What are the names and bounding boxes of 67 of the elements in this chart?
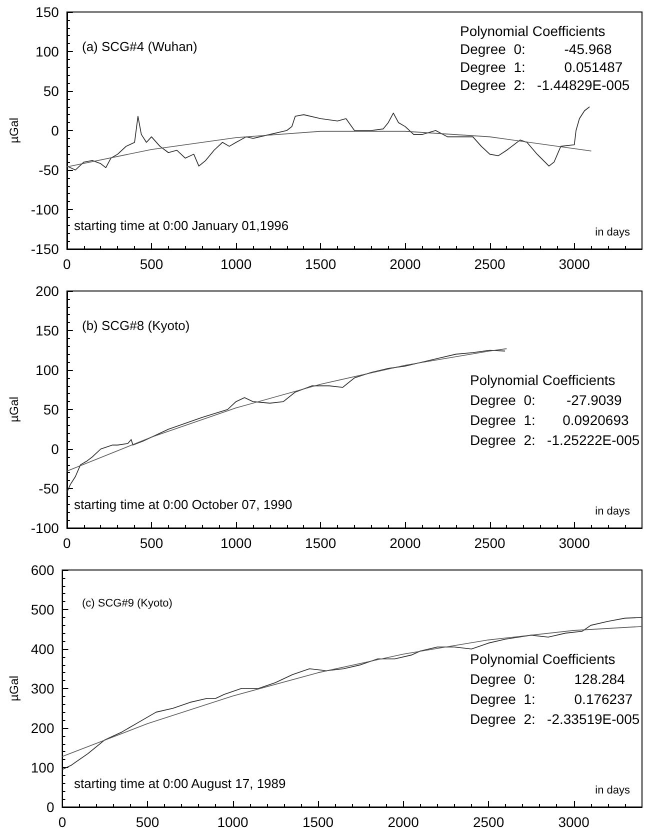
x-tick-label: 500: [140, 256, 164, 272]
annotation: Polynomial Coefficients: [460, 23, 606, 39]
y-tick-label: -150: [30, 241, 60, 257]
y-tick-label: 150: [36, 322, 60, 338]
annotation: (c) SCG#9 (Kyoto): [82, 598, 172, 610]
x-tick-label: 1500: [302, 814, 334, 830]
y-tick-label: 200: [30, 720, 54, 736]
annotation: Degree 2: -1.25222E-005: [470, 432, 640, 448]
y-tick-label: 200: [36, 283, 60, 299]
x-tick-label: 3000: [558, 256, 590, 272]
y-tick-label: 600: [30, 562, 54, 578]
x-tick-label: 0: [63, 256, 72, 272]
x-tick-label: 1000: [217, 814, 249, 830]
y-tick-label: 0: [51, 122, 60, 138]
line-series: [66, 106, 590, 170]
x-tick-label: 3000: [558, 814, 590, 830]
annotation: Degree 0: -45.968: [460, 41, 612, 57]
annotation: starting time at 0:00 January 01,1996: [74, 218, 289, 233]
y-tick-label: -50: [38, 162, 60, 178]
y-tick-label: -100: [30, 202, 60, 218]
y-tick-label: 50: [43, 83, 60, 99]
annotation: (b) SCG#8 (Kyoto): [82, 318, 190, 333]
x-tick-label: 1500: [305, 256, 336, 272]
y-tick-label: -100: [30, 520, 60, 536]
y-tick-label: 400: [30, 641, 54, 657]
x-tick-label: 1500: [305, 535, 336, 551]
annotation: in days: [595, 506, 630, 518]
x-tick-label: 0: [63, 535, 72, 551]
y-tick-label: 50: [43, 402, 60, 418]
y-tick-label: 500: [30, 602, 54, 618]
x-tick-label: 2000: [390, 256, 421, 272]
y-axis-title: µGal: [7, 396, 21, 422]
annotation: Degree 1: 0.0920693: [470, 412, 629, 428]
annotation: (a) SCG#4 (Wuhan): [82, 39, 198, 54]
y-axis-title: µGal: [7, 676, 21, 702]
x-tick-label: 500: [140, 535, 164, 551]
y-tick-label: -50: [38, 480, 60, 496]
annotation: Polynomial Coefficients: [470, 651, 616, 667]
y-axis-title: µGal: [7, 118, 21, 144]
y-tick-label: 300: [30, 680, 54, 696]
line-series: [66, 130, 592, 168]
annotation: Degree 1: 0.176237: [470, 691, 633, 707]
y-tick-label: 0: [46, 799, 54, 815]
y-tick-label: 100: [36, 362, 60, 378]
annotation: Polynomial Coefficients: [470, 372, 616, 388]
annotation: Degree 0: 128.284: [470, 671, 626, 687]
annotation: Degree 2: -1.44829E-005: [460, 77, 630, 93]
y-tick-label: 100: [30, 760, 54, 776]
x-tick-label: 2500: [472, 814, 504, 830]
y-tick-label: 0: [51, 441, 60, 457]
annotation: starting time at 0:00 August 17, 1989: [74, 776, 286, 791]
x-tick-label: 2000: [390, 535, 421, 551]
x-tick-label: 3000: [558, 535, 590, 551]
annotation: starting time at 0:00 October 07, 1990: [74, 497, 292, 512]
x-tick-label: 2500: [474, 256, 506, 272]
x-tick-label: 500: [136, 814, 160, 830]
y-tick-label: 100: [36, 44, 60, 60]
x-tick-label: 1000: [220, 535, 252, 551]
annotation: Degree 1: 0.051487: [460, 59, 623, 75]
annotation: Degree 0: -27.9039: [470, 392, 622, 408]
x-tick-label: 2000: [388, 814, 420, 830]
annotation: Degree 2: -2.33519E-005: [470, 711, 640, 727]
x-tick-label: 1000: [220, 256, 252, 272]
annotation: in days: [595, 784, 630, 796]
x-tick-label: 2500: [474, 535, 506, 551]
annotation: in days: [595, 226, 630, 238]
y-tick-label: 150: [36, 4, 60, 20]
